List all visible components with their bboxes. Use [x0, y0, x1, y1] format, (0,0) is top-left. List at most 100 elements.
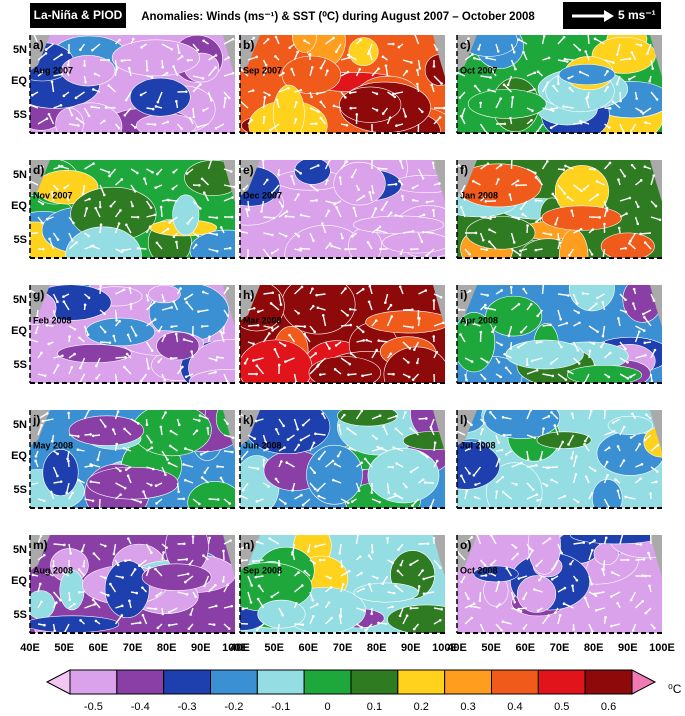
wind-arrow-head	[652, 299, 656, 302]
wind-arrow-head	[184, 90, 188, 93]
wind-arrow-head	[308, 52, 312, 56]
wind-arrow	[157, 91, 163, 103]
wind-arrow	[550, 357, 559, 364]
wind-arrow	[114, 373, 118, 383]
wind-arrow-head	[533, 588, 536, 591]
wind-arrow	[325, 617, 333, 625]
wind-arrow-head	[315, 199, 318, 202]
wind-arrow	[42, 418, 54, 422]
wind-arrow-head	[624, 246, 627, 250]
wind-arrow-head	[265, 178, 269, 182]
wind-arrow	[596, 607, 605, 611]
wind-arrow	[121, 59, 132, 62]
wind-arrow-head	[169, 444, 172, 448]
wind-arrow-head	[312, 441, 316, 445]
wind-arrow-head	[296, 50, 300, 54]
wind-arrow-head	[112, 552, 116, 556]
wind-arrow-head	[367, 300, 371, 304]
lon-label: 80E	[157, 642, 177, 654]
wind-arrow	[173, 301, 179, 311]
wind-arrow-head	[509, 347, 512, 350]
wind-arrow-head	[57, 164, 61, 168]
wind-arrow-head	[117, 126, 121, 130]
wind-arrow	[294, 623, 303, 626]
wind-arrow-head	[267, 485, 270, 488]
wind-arrow-head	[549, 362, 553, 365]
wind-arrow	[418, 289, 427, 295]
wind-arrow-head	[67, 411, 70, 415]
wind-arrow	[386, 482, 390, 493]
wind-arrow-head	[504, 366, 508, 370]
wind-arrow-head	[255, 364, 259, 368]
wind-arrow	[256, 623, 264, 631]
wind-arrow	[340, 71, 349, 77]
wind-arrow-head	[151, 467, 155, 471]
wind-arrow-head	[122, 446, 126, 450]
wind-arrow-head	[109, 582, 112, 586]
wind-arrow-head	[536, 314, 539, 318]
wind-arrow	[548, 466, 559, 469]
wind-arrow	[368, 301, 373, 311]
lon-label: 90E	[618, 642, 638, 654]
wind-arrow-head	[250, 118, 253, 122]
wind-arrow-head	[547, 614, 550, 617]
wind-arrow-head	[564, 164, 567, 168]
wind-arrow	[557, 373, 567, 381]
wind-arrow-head	[621, 535, 624, 536]
wind-arrow-head	[120, 178, 124, 181]
wind-arrow-head	[316, 603, 319, 606]
wind-arrow-head	[252, 359, 255, 362]
wind-arrow	[168, 462, 178, 468]
wind-arrow	[52, 293, 59, 303]
wind-arrow-head	[250, 296, 254, 300]
wind-arrow-head	[374, 319, 378, 322]
wind-arrow	[635, 325, 645, 332]
wind-arrow-head	[67, 568, 71, 572]
wind-arrow-head	[314, 122, 318, 126]
wind-arrow-head	[63, 186, 66, 190]
sst-blob	[382, 231, 445, 254]
wind-arrow	[551, 559, 559, 570]
wind-arrow	[169, 445, 178, 452]
wind-arrow	[402, 325, 413, 329]
wind-arrow	[325, 37, 334, 45]
wind-arrow	[208, 605, 217, 609]
wind-arrow-head	[167, 623, 171, 627]
wind-arrow-head	[567, 294, 570, 297]
wind-arrow-head	[330, 616, 333, 620]
wind-arrow-head	[558, 241, 562, 244]
wind-arrow-head	[438, 618, 442, 622]
wind-arrow-head	[641, 574, 645, 577]
wind-arrow	[84, 603, 95, 609]
wind-arrow-head	[502, 433, 506, 437]
sst-blob	[457, 163, 542, 208]
wind-arrow-head	[368, 285, 372, 288]
sst-blob	[141, 563, 212, 591]
map-panel	[30, 160, 235, 258]
wind-arrow	[269, 537, 280, 545]
wind-arrow	[585, 51, 590, 61]
wind-arrow	[526, 464, 537, 468]
wind-arrow-head	[629, 239, 632, 243]
wind-arrow-head	[615, 53, 619, 56]
wind-arrow-head	[563, 57, 567, 61]
wind-arrow	[340, 570, 350, 577]
wind-arrow-head	[242, 187, 246, 191]
wind-arrow-head	[645, 413, 648, 417]
sst-blob	[281, 55, 342, 95]
wind-arrow-head	[314, 545, 317, 548]
wind-arrow-head	[495, 490, 499, 493]
wind-arrow-head	[196, 125, 200, 129]
wind-arrow-head	[329, 576, 332, 580]
wind-arrow-head	[68, 598, 72, 602]
wind-arrow	[430, 498, 435, 508]
wind-arrow-head	[231, 37, 235, 41]
wind-arrow	[368, 584, 373, 593]
wind-arrow-head	[499, 163, 503, 167]
wind-arrow-head	[107, 58, 111, 62]
wind-arrow-head	[175, 100, 178, 103]
wind-arrow-head	[124, 98, 128, 102]
land	[30, 535, 50, 571]
wind-arrow-head	[179, 287, 182, 290]
wind-arrow-head	[398, 179, 401, 183]
